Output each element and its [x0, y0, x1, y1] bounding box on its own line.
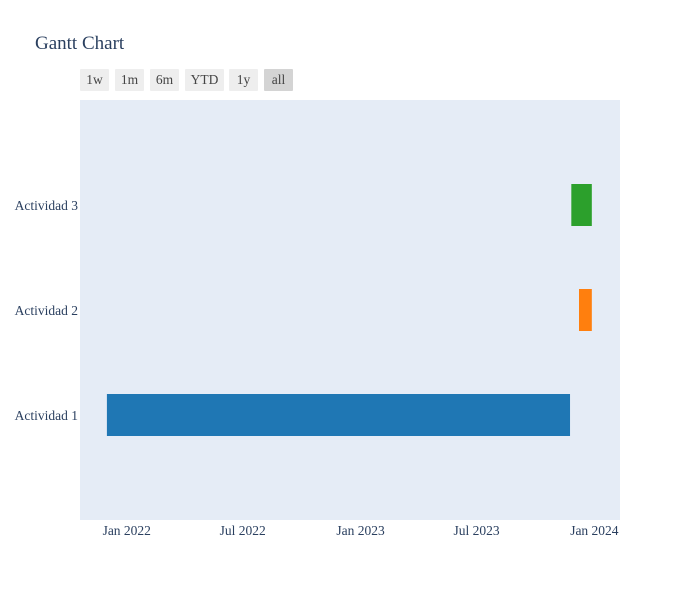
y-tick-label: Actividad 1: [15, 408, 78, 423]
range-button-1m[interactable]: 1m: [115, 69, 144, 91]
plot-area: [80, 100, 620, 520]
x-tick-label: Jul 2023: [453, 523, 499, 538]
y-tick-label: Actividad 2: [15, 303, 78, 318]
range-button-6m[interactable]: 6m: [150, 69, 179, 91]
x-tick-labels: Jan 2022 Jul 2022 Jan 2023 Jul 2023 Jan 2024: [103, 523, 619, 538]
task-bar-1[interactable]: [106, 394, 571, 436]
chart-title: Gantt Chart: [35, 33, 125, 54]
range-button-all[interactable]: all: [264, 69, 293, 91]
y-tick-label: Actividad 3: [15, 198, 79, 213]
task-bar-2[interactable]: [579, 289, 592, 331]
x-tick-label: Jan 2022: [103, 523, 151, 538]
range-button-1y[interactable]: 1y: [229, 69, 258, 91]
bars-layer: [106, 184, 592, 436]
x-tick-label: Jan 2023: [336, 523, 385, 538]
y-tick-labels: Actividad 1 Actividad 2 Actividad 3: [15, 198, 79, 423]
task-bar-3[interactable]: [571, 184, 592, 226]
x-tick-label: Jan 2024: [570, 523, 619, 538]
range-button-ytd[interactable]: YTD: [185, 69, 224, 91]
x-tick-label: Jul 2022: [220, 523, 266, 538]
range-button-1w[interactable]: 1w: [80, 69, 109, 91]
